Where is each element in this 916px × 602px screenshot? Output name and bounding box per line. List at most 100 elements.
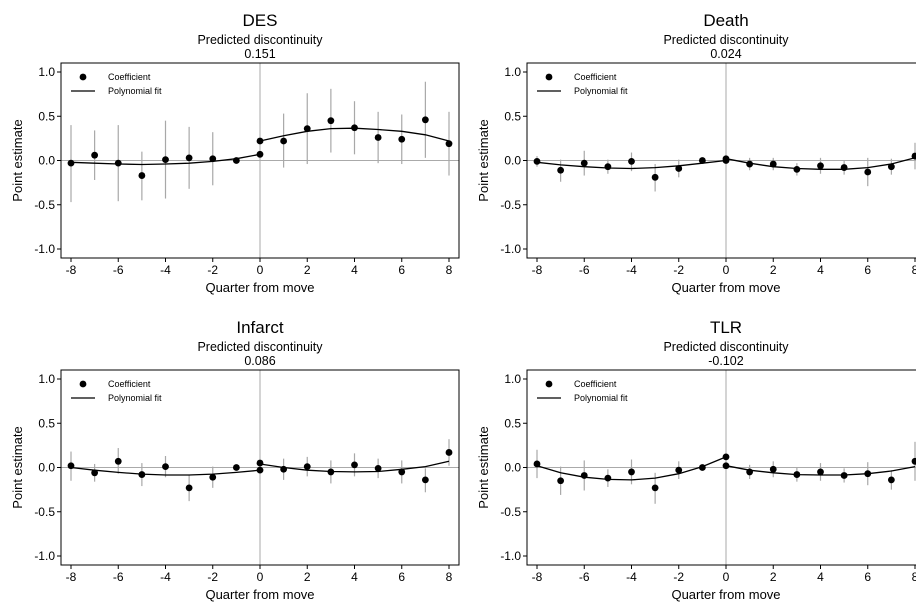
y-tick-label: 0.5: [504, 416, 521, 430]
x-tick-label: -4: [626, 263, 637, 277]
coefficient-point: [604, 474, 612, 482]
coefficient-point: [817, 468, 824, 476]
coefficient-point: [604, 163, 612, 171]
y-axis-label: Point estimate: [10, 119, 25, 201]
x-tick-label: -6: [579, 570, 590, 584]
x-tick-label: -8: [66, 263, 77, 277]
coefficient-point: [722, 453, 730, 461]
legend-fit-label: Polynomial fit: [108, 393, 162, 403]
coefficient-point: [303, 463, 311, 471]
coefficient-point: [840, 472, 848, 479]
coefficient-point: [675, 466, 683, 474]
coefficient-point: [722, 462, 730, 470]
coefficient-point: [327, 117, 335, 125]
coefficient-point: [445, 140, 453, 148]
coefficient-point: [887, 476, 895, 484]
chart-subtitle: Predicted discontinuity: [663, 33, 789, 47]
y-tick-label: -1.0: [500, 549, 521, 563]
x-tick-label: 0: [257, 570, 264, 584]
legend-fit-label: Polynomial fit: [574, 86, 628, 96]
panel-tlr: TLR Predicted discontinuity-0.102 1.0 0.5 0.…: [476, 318, 916, 602]
coefficient-point: [114, 159, 122, 167]
x-tick-label: 2: [304, 570, 311, 584]
x-tick-label: 4: [817, 570, 824, 584]
chart-title: DES: [243, 11, 278, 30]
fit-line-left: [536, 456, 727, 481]
coefficient-point: [209, 473, 217, 481]
x-tick-label: -4: [626, 570, 637, 584]
coefficient-point: [651, 173, 659, 181]
legend-coefficient-marker: [545, 380, 553, 388]
coefficient-point: [628, 157, 635, 165]
coefficient-point: [398, 468, 406, 476]
fit-line-right: [725, 157, 916, 170]
coefficient-point: [817, 162, 824, 170]
coefficient-point: [185, 154, 193, 162]
coefficient-point: [398, 135, 406, 143]
y-tick-label: -1.0: [34, 242, 55, 256]
coefficient-point: [232, 157, 240, 164]
coefficient-point: [445, 449, 453, 456]
chart-subtitle: Predicted discontinuity: [197, 340, 323, 354]
coefficient-point: [911, 152, 916, 160]
fit-line-left: [70, 466, 261, 476]
legend-coefficient-label: Coefficient: [574, 379, 617, 389]
y-tick-label: 0.5: [38, 416, 55, 430]
coefficient-point: [67, 462, 75, 470]
chart-title: Infarct: [236, 318, 284, 337]
coefficient-point: [162, 463, 169, 471]
x-tick-label: 8: [912, 263, 916, 277]
coefficient-point: [67, 159, 75, 167]
coefficient-point: [138, 471, 146, 478]
x-tick-label: -2: [207, 570, 218, 584]
legend-fit-label: Polynomial fit: [108, 86, 162, 96]
y-tick-label: -0.5: [34, 505, 55, 519]
coefficient-point: [628, 468, 635, 476]
legend: Coefficient Polynomial fit: [537, 72, 628, 96]
coefficient-point: [374, 464, 382, 472]
y-tick-label: 0.0: [504, 461, 521, 475]
legend: Coefficient Polynomial fit: [537, 379, 628, 403]
x-tick-label: -8: [532, 570, 543, 584]
chart-subtitle: Predicted discontinuity: [197, 33, 323, 47]
legend: Coefficient Polynomial fit: [71, 72, 162, 96]
y-tick-label: 0.5: [504, 109, 521, 123]
x-tick-label: -2: [673, 570, 684, 584]
legend-coefficient-marker: [79, 380, 87, 388]
fit-line-right: [259, 460, 450, 473]
x-tick-label: 6: [864, 263, 871, 277]
coefficient-point: [533, 460, 541, 468]
coefficient-point: [185, 484, 193, 492]
coefficient-point: [675, 165, 683, 172]
y-tick-label: 0.0: [38, 154, 55, 168]
y-tick-label: -0.5: [500, 505, 521, 519]
y-tick-label: -1.0: [500, 242, 521, 256]
coefficient-point: [746, 160, 754, 168]
legend-coefficient-label: Coefficient: [574, 72, 617, 82]
x-tick-label: 4: [351, 570, 358, 584]
coefficient-point: [327, 468, 335, 476]
x-tick-label: 2: [770, 570, 777, 584]
coefficient-point: [557, 477, 565, 485]
y-tick-label: 1.0: [38, 372, 55, 386]
coefficient-point: [864, 470, 872, 478]
x-tick-label: 0: [723, 570, 730, 584]
coefficient-point: [746, 468, 754, 476]
legend-coefficient-marker: [79, 73, 87, 81]
legend-coefficient-marker: [545, 73, 553, 81]
coefficient-point: [303, 125, 311, 133]
x-tick-label: -4: [160, 570, 171, 584]
coefficient-point: [280, 465, 288, 473]
x-axis-label: Quarter from move: [671, 280, 780, 295]
coefficient-point: [651, 484, 659, 492]
x-tick-label: -6: [113, 263, 124, 277]
legend-coefficient-label: Coefficient: [108, 379, 151, 389]
x-tick-label: -6: [113, 570, 124, 584]
chart-subtitle: Predicted discontinuity: [663, 340, 789, 354]
discontinuity-value: 0.024: [710, 47, 741, 61]
coefficient-point: [351, 461, 358, 469]
y-tick-label: 1.0: [504, 65, 521, 79]
x-tick-label: 4: [817, 263, 824, 277]
y-axis-label: Point estimate: [476, 426, 491, 508]
